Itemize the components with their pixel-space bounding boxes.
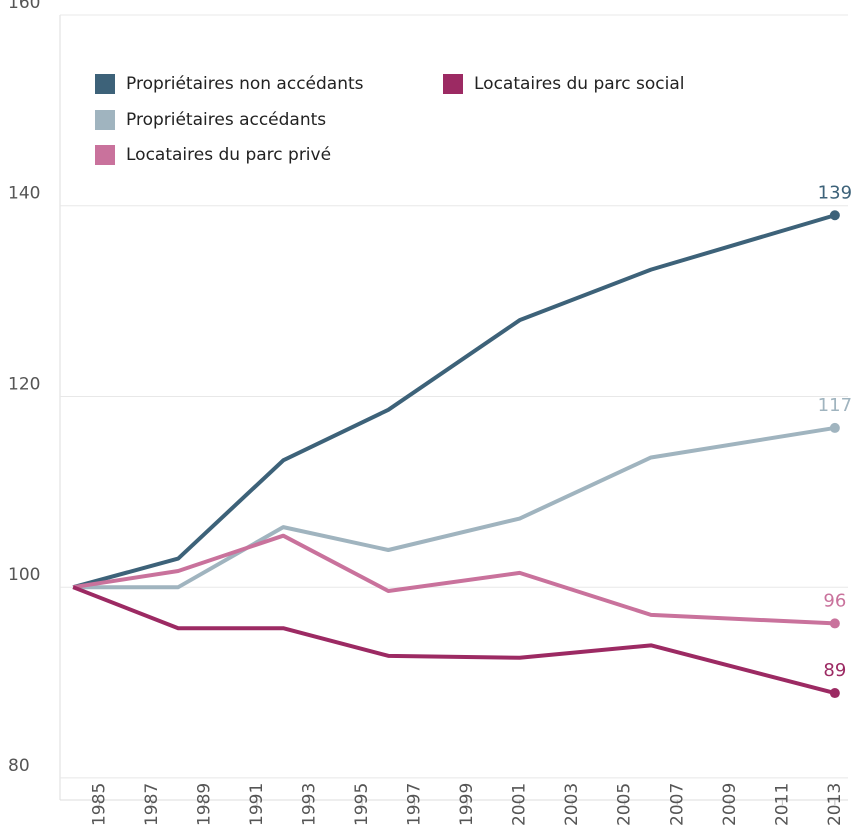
y-tick-label: 160 xyxy=(8,0,40,13)
x-tick-label: 2003 xyxy=(562,783,582,826)
value-label: 117 xyxy=(818,395,851,416)
legend-label: Locataires du parc social xyxy=(474,74,685,94)
x-tick-label: 1995 xyxy=(352,783,372,826)
legend-swatch xyxy=(95,110,115,130)
legend-label: Propriétaires accédants xyxy=(126,110,326,130)
x-tick-label: 1987 xyxy=(142,783,162,826)
x-tick-label: 2007 xyxy=(667,783,687,826)
legend-label: Propriétaires non accédants xyxy=(126,74,364,94)
y-tick-label: 120 xyxy=(8,374,40,394)
end-point xyxy=(829,210,840,221)
end-point xyxy=(829,688,840,699)
x-tick-label: 2005 xyxy=(615,783,635,826)
series-line xyxy=(73,425,836,590)
y-tick-label: 100 xyxy=(8,565,40,585)
series-line xyxy=(72,213,836,590)
x-tick-label: 1997 xyxy=(405,783,425,826)
y-tick-label: 140 xyxy=(8,184,40,204)
x-tick-label: 2001 xyxy=(510,783,530,826)
legend-swatch xyxy=(95,145,115,165)
value-label: 96 xyxy=(823,590,846,611)
x-tick-label: 2011 xyxy=(772,783,792,826)
legend-swatch xyxy=(443,74,463,94)
x-tick-label: 1985 xyxy=(89,783,109,826)
end-point xyxy=(829,618,840,629)
legend-label: Locataires du parc privé xyxy=(126,145,331,165)
end-point xyxy=(829,422,840,433)
x-tick-label: 2009 xyxy=(720,783,740,826)
x-tick-label: 1999 xyxy=(457,783,477,826)
x-tick-label: 2013 xyxy=(825,783,845,826)
x-tick-label: 1989 xyxy=(194,783,214,826)
x-tick-label: 1991 xyxy=(247,783,267,826)
y-tick-label: 80 xyxy=(8,756,30,776)
x-tick-label: 1993 xyxy=(300,783,320,826)
value-label: 89 xyxy=(823,660,846,681)
value-label: 139 xyxy=(818,182,851,203)
legend-swatch xyxy=(95,74,115,94)
series-line xyxy=(72,533,835,626)
series-line xyxy=(72,585,836,695)
